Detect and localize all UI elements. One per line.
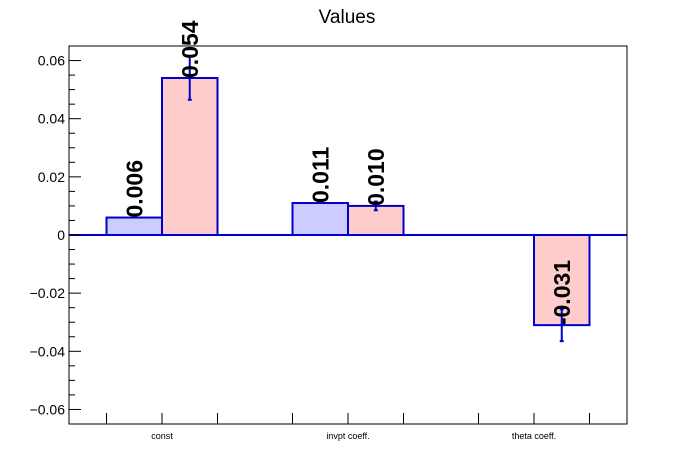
bar (105, 216, 163, 237)
data-label: 0.011 (307, 147, 333, 203)
x-category-label: invpt coeff. (326, 431, 369, 441)
y-tick-label: 0 (57, 227, 65, 243)
bars-layer (105, 55, 591, 343)
y-tick-label: −0.06 (30, 401, 66, 417)
y-tick-label: −0.02 (30, 285, 66, 301)
y-tick-label: 0.02 (38, 169, 65, 185)
x-category-label: theta coeff. (512, 431, 556, 441)
data-label: -0.031 (549, 260, 575, 325)
bar (291, 202, 349, 236)
data-label: 0.006 (121, 160, 147, 218)
y-tick-label: 0.06 (38, 53, 65, 69)
bar (161, 76, 219, 236)
y-tick-label: −0.04 (30, 343, 66, 359)
axes: −0.06 −0.04 −0.02 0 0.02 0.04 0.06 const invpt c… (30, 45, 628, 441)
data-label: 0.054 (177, 20, 203, 78)
data-label: 0.010 (363, 148, 389, 206)
chart-title: Values (319, 7, 376, 28)
data-labels-layer: 0.006 0.011 0.054 0.010 -0.031 (121, 20, 575, 325)
x-category-label: const (151, 431, 173, 441)
y-tick-label: 0.04 (38, 111, 65, 127)
